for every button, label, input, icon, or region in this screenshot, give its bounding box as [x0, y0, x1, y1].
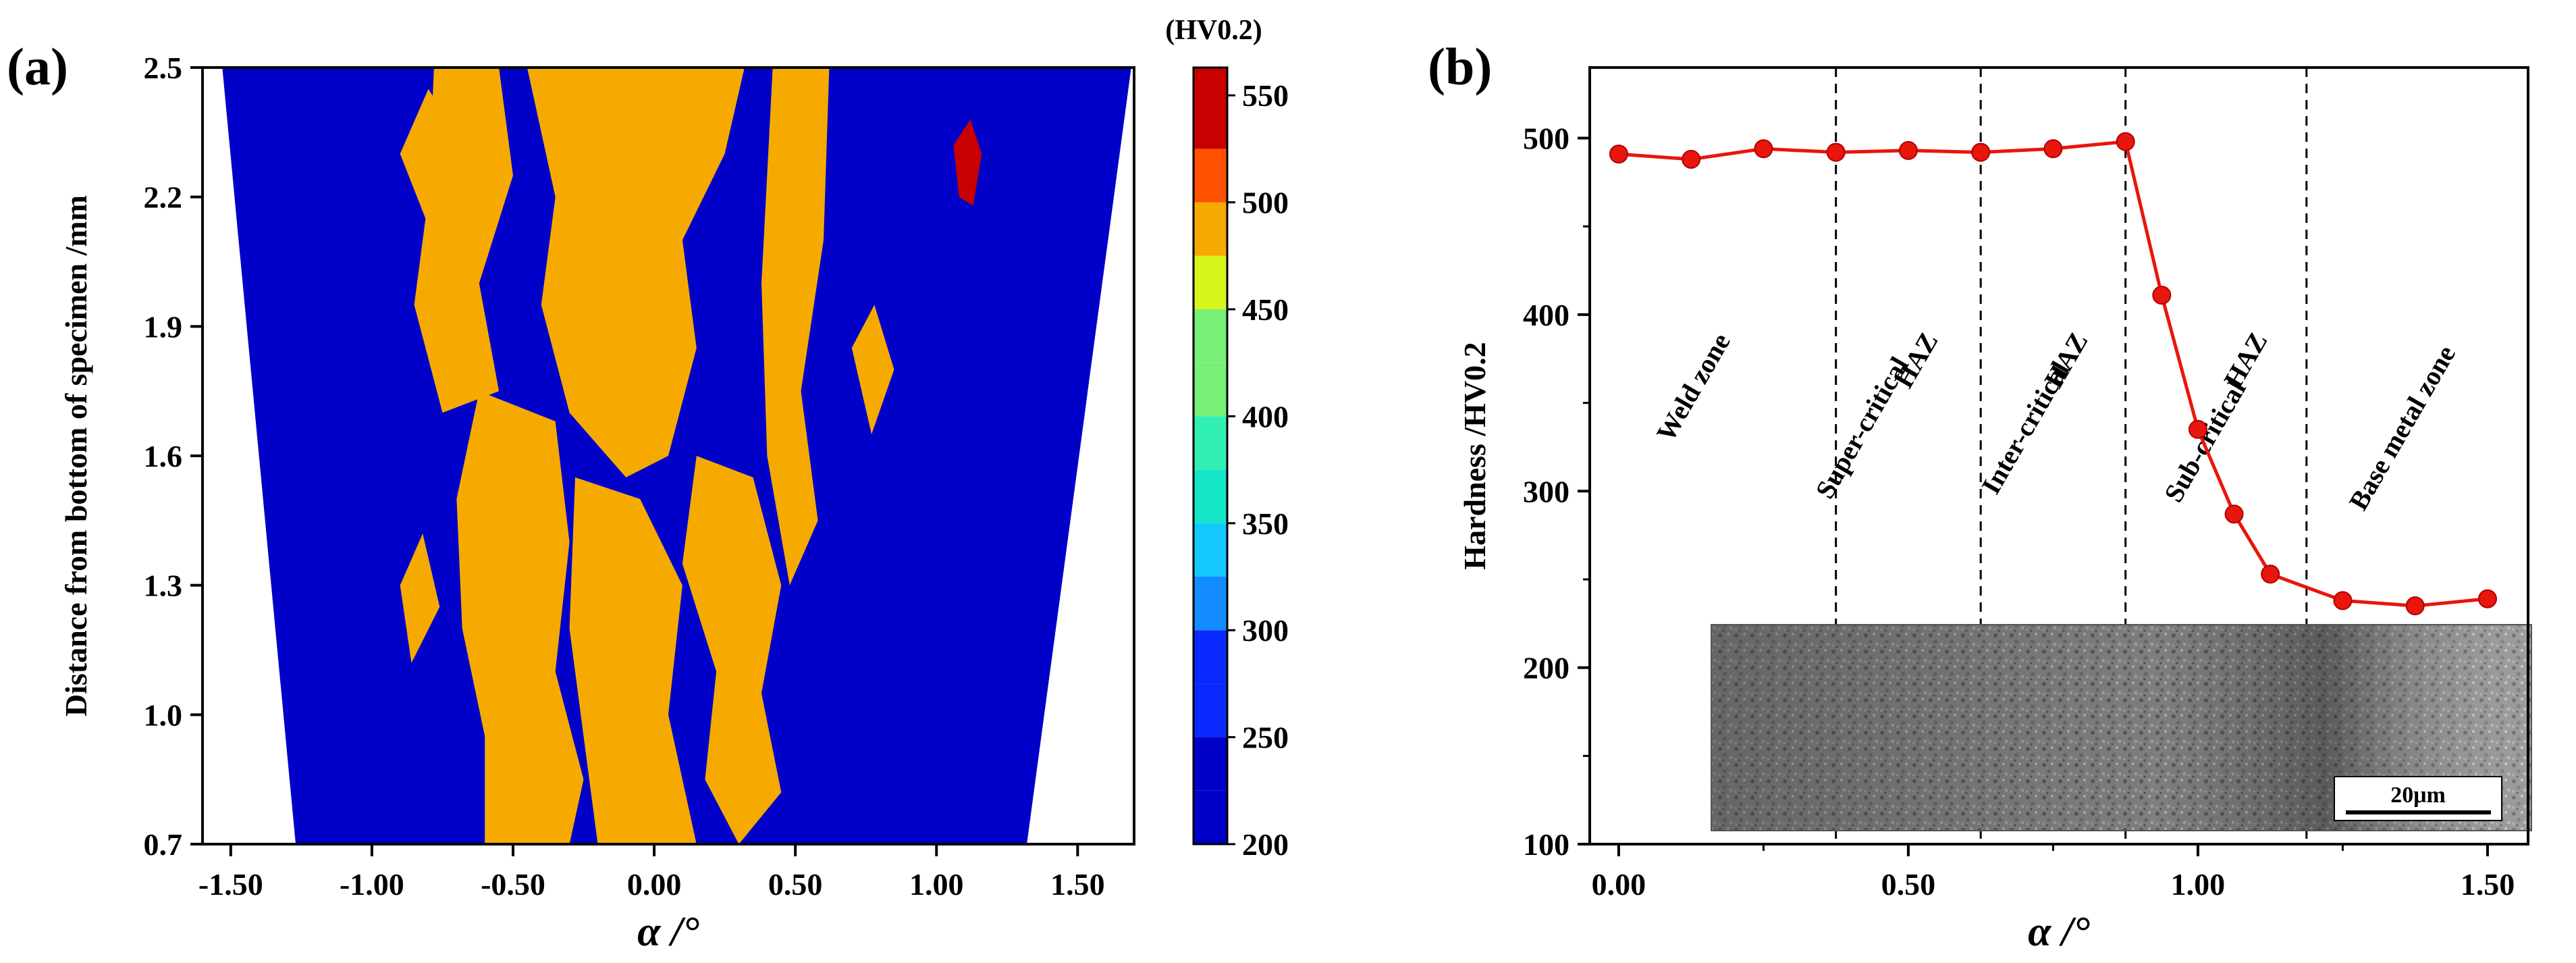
colorbar-swatch [1193, 630, 1227, 684]
y-tick-label-a: 0.7 [144, 827, 183, 862]
colorbar-swatch [1193, 737, 1227, 791]
x-tick-label-b: 1.50 [2461, 867, 2515, 902]
colorbar-tick-label: 400 [1242, 399, 1289, 434]
hardness-475-patch-7 [400, 88, 457, 240]
colorbar-tick-label: 550 [1242, 78, 1289, 113]
hardness-point [2152, 286, 2172, 305]
colorbar-swatch [1193, 790, 1227, 844]
x-tick-label-a: -0.50 [481, 867, 545, 902]
x-tick-label-b: 0.50 [1881, 867, 1936, 902]
colorbar-swatch [1193, 255, 1227, 309]
hardness-point [1609, 145, 1628, 164]
sem-image-border [1711, 624, 2532, 831]
hardness-point [1826, 142, 1846, 162]
x-tick-label-b: 0.00 [1592, 867, 1646, 902]
hardness-point [2261, 565, 2280, 584]
hardness-475-patch-3 [456, 391, 584, 844]
colorbar-tick-label: 200 [1242, 827, 1289, 862]
colorbar-swatch [1193, 469, 1227, 523]
x-tick-label-a: 0.50 [768, 867, 823, 902]
hardness-475-patch-6 [761, 68, 830, 585]
panel-a-contour-chart: (a) -1.50 -1.00 -0.50 0.00 0.50 1.00 1.50 0.7 1.… [7, 15, 1289, 955]
y-tick-label-a: 1.3 [144, 569, 183, 603]
colorbar-swatch [1193, 202, 1227, 256]
zone-label: Weld zone [1651, 328, 1736, 446]
x-tick-label-a: 1.50 [1050, 867, 1105, 902]
y-tick-label-b: 100 [1523, 827, 1569, 862]
colorbar-swatch [1193, 523, 1227, 577]
colorbar-tick-label: 500 [1242, 186, 1289, 220]
y-tick-label-a: 2.5 [144, 51, 183, 85]
hardness-peak-spot [953, 119, 982, 206]
x-axis-label-b: α /° [2028, 909, 2090, 955]
colorbar-tick-label: 350 [1242, 506, 1289, 541]
colorbar-tick-label: 300 [1242, 613, 1289, 648]
colorbar-swatch [1193, 683, 1227, 737]
y-tick-label-a: 1.6 [144, 439, 183, 473]
y-axis-label-b: Hardness /HV0.2 [1457, 342, 1492, 569]
x-tick-label-a: -1.50 [198, 867, 263, 902]
colorbar-frame [1192, 66, 1229, 845]
colorbar-swatch [1193, 576, 1227, 631]
zone-label: Base metal zone [2343, 340, 2462, 515]
panel-a-label: (a) [7, 37, 68, 96]
y-tick-label-b: 500 [1523, 122, 1569, 156]
colorbar-tick-label: 250 [1242, 721, 1289, 755]
hardness-point [2405, 596, 2425, 616]
colorbar-swatch [1193, 309, 1227, 363]
y-tick-label-b: 300 [1523, 474, 1569, 509]
zone-label: HAZ [2218, 327, 2273, 393]
y-tick-label-a: 1.9 [144, 309, 183, 344]
colorbar-swatch [1193, 416, 1227, 470]
sem-micrograph-inset: 20μm [1711, 624, 2532, 831]
y-tick-label-b: 400 [1523, 298, 1569, 332]
zone-label: Sub-critical [2158, 375, 2252, 507]
hardness-point [2477, 589, 2497, 608]
hardness-colorbar: 200 250 300 350 400 450 500 550 (HV0.2) [1165, 15, 1289, 862]
y-tick-label-b: 200 [1523, 651, 1569, 685]
panel-b-label: (b) [1428, 37, 1492, 96]
y-tick-label-a: 1.0 [144, 698, 183, 732]
colorbar-title: (HV0.2) [1165, 15, 1262, 46]
x-tick-label-a: 0.00 [627, 867, 682, 902]
hardness-point [2188, 419, 2207, 439]
hardness-point [2333, 591, 2353, 610]
hardness-contour-map [222, 68, 1131, 844]
colorbar-swatch [1193, 149, 1227, 203]
panel-b-plot-frame [1588, 66, 2529, 845]
colorbar-swatch [1193, 68, 1227, 149]
colorbar-tick-label: 450 [1242, 292, 1289, 327]
hardness-point [2116, 132, 2135, 151]
x-axis-label-a: α /° [637, 909, 699, 955]
hardness-475-patch-8 [400, 533, 440, 663]
y-axis-label-a: Distance from bottom of specimen /mm [59, 195, 93, 717]
scale-bar-label: 20μm [2390, 783, 2446, 808]
hardness-475-patch-2 [527, 68, 745, 477]
y-tick-label-a: 2.2 [144, 180, 183, 215]
hardness-point [1971, 142, 1991, 162]
x-tick-label-a: 1.00 [909, 867, 964, 902]
x-tick-label-b: 1.00 [2171, 867, 2226, 902]
hardness-point [2043, 139, 2063, 159]
colorbar-swatch [1193, 363, 1227, 417]
hardness-series [1609, 132, 2497, 616]
hardness-point [1898, 140, 1918, 160]
hardness-475-patch-5 [682, 456, 782, 844]
hardness-point [1682, 149, 1701, 169]
hardness-475-patch-9 [851, 305, 894, 435]
hardness-point [2224, 504, 2244, 524]
x-tick-label-a: -1.00 [340, 867, 404, 902]
hardness-475-patch-4 [569, 477, 697, 844]
hardness-point [1754, 139, 1773, 159]
